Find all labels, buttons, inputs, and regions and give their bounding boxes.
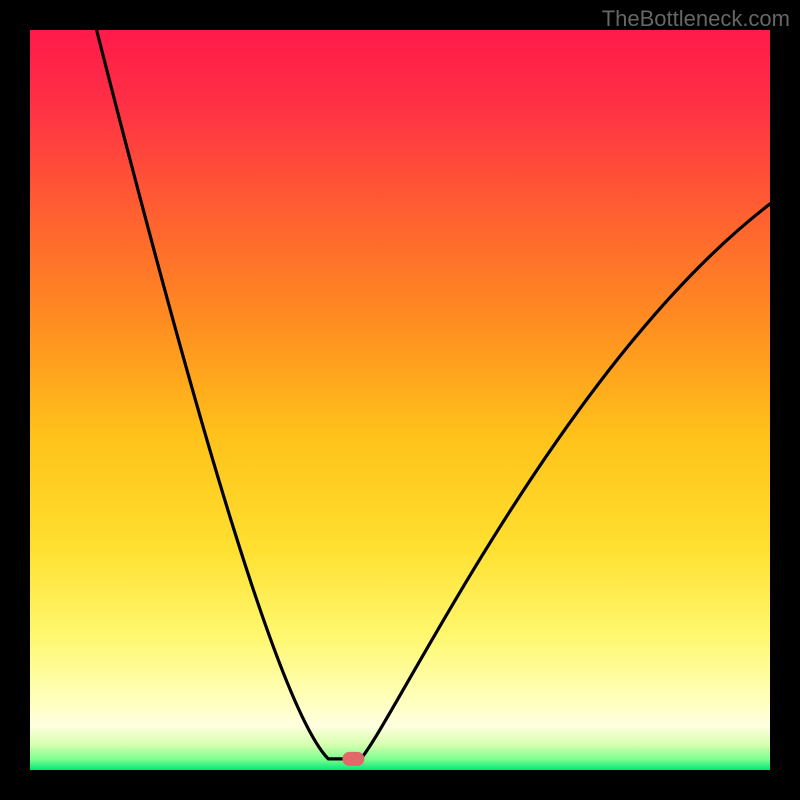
optimal-marker: [342, 752, 364, 766]
bottleneck-chart: [0, 0, 800, 800]
watermark-text: TheBottleneck.com: [602, 6, 790, 32]
chart-frame: TheBottleneck.com: [0, 0, 800, 800]
plot-background: [30, 30, 770, 770]
